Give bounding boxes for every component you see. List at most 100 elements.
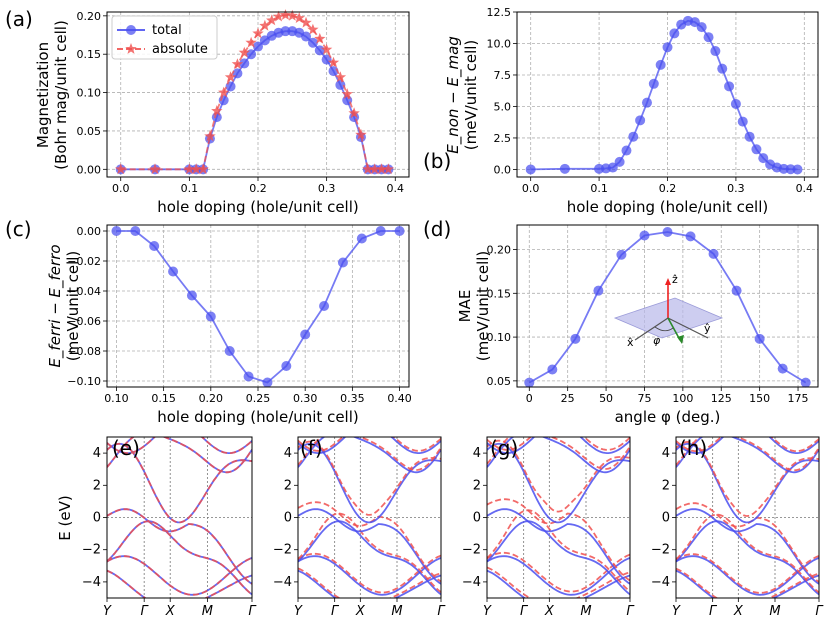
data-point [641,97,652,108]
series-line-energy [116,230,400,384]
data-point [337,257,348,268]
y-tick-label: 0.05 [77,125,102,138]
inset-phi-arc [654,326,674,332]
x-tick-label: 0.25 [246,392,271,405]
data-point-star [245,36,257,48]
band-spin-up [107,508,252,585]
data-point [614,156,625,167]
data-point [111,226,122,236]
data-point-star [348,107,360,119]
data-point-star [224,71,237,83]
data-point-star [375,163,388,175]
data-point [394,226,405,236]
y-tick-label: 0 [473,511,481,526]
data-point [356,233,367,244]
data-point-star [190,163,202,175]
data-point [130,226,141,236]
inset-m-arrow [667,317,681,341]
x-axis-label: angle φ (deg.) [615,408,721,426]
band-spin-up [487,442,630,524]
data-point-star [149,163,161,175]
data-point [300,329,311,340]
data-point-star [362,163,374,175]
data-point [710,46,721,57]
x-tick-label: 150 [749,392,770,405]
kpoint-label: Y [294,604,303,619]
y-axis-label-d: MAE (meV/unit cell) [456,251,492,362]
kpoint-label: Γ [331,604,340,619]
data-point [669,28,680,39]
panel-c: 0.10 0.15 0.20 0.25 0.30 0.35 0.40 0.00 −0.02 −0.… [5,217,412,426]
y-axis-label-line1: E_ferri − E_ferro [46,244,65,367]
band-spin-up [298,569,441,598]
bands [298,437,441,598]
axes-frame [516,224,819,388]
y-axis-label-line1: MAE [456,290,474,323]
panel-f: 420−2−4Y Γ X M Γ(f) [273,436,447,619]
y-axis-label-line1: E_non − E_mag [444,36,463,154]
axes-frame [106,436,253,599]
data-point [703,32,714,43]
data-point-star [300,16,312,28]
inset-m-arrowhead [677,335,684,344]
kpoint-label: Γ [248,604,257,619]
series-line-absolute [120,14,389,171]
band-spin-up [676,555,819,596]
legend-marker-total [126,25,136,35]
data-point-star [211,105,223,116]
data-point [375,226,386,236]
y-tick-label: 0.20 [77,10,102,23]
data-point [758,153,769,164]
panel-d: 0 25 50 75 100 125 150 175 0.05 0.10 0.15 0.20 angle… [423,217,819,426]
kpoint-label: Γ [709,604,718,619]
data-point [307,37,318,48]
inset-phi-label: φ [653,334,661,347]
data-point [731,285,742,296]
y-tick-label: 0 [662,511,670,526]
data-point [635,115,646,126]
y-axis-label-line2: (meV/unit cell) [474,251,492,362]
panel-label: (d) [423,217,451,241]
inset-x-label: x̂ [627,336,634,349]
legend-marker-absolute [125,43,137,54]
band-spin-down [676,437,819,453]
y-tick-label: 5.0 [494,100,512,113]
band-spin-up [676,569,819,598]
data-point [708,248,719,259]
y-tick-label: 4 [662,446,670,461]
kpoint-label: X [733,604,744,619]
data-point-star [115,163,127,175]
x-tick-label: 0.4 [796,182,814,195]
y-tick-label: 0.10 [487,331,512,344]
y-tick-label: −0.02 [67,255,101,268]
band-spin-down [676,502,819,583]
x-tick-label: 0.30 [293,392,318,405]
kpoint-label: M [202,604,213,619]
data-point [800,377,811,388]
y-axis-label: E (eV) [56,495,74,540]
data-point-star [334,71,347,83]
band-spin-down [298,437,441,471]
band-spin-up [487,437,630,474]
data-point [737,116,748,127]
data-point-star [259,19,271,31]
y-tick-label: 2 [93,478,101,493]
x-tick-label: 25 [561,392,575,405]
band-spin-down [107,555,252,596]
y-tick-label: 0 [284,511,292,526]
bands [487,437,630,598]
x-tick-label: 175 [788,392,809,405]
data-point [525,164,536,175]
data-point-star [238,46,250,58]
inset-z-arrowhead [665,278,671,285]
y-tick-label: 0.20 [487,244,512,257]
y-tick-label: 2.5 [494,132,512,145]
kpoint-label: Γ [815,604,824,619]
band-spin-up [107,555,252,596]
data-point-star [266,14,278,26]
data-point-star [355,128,367,140]
y-tick-label: −4 [273,575,292,590]
panel-label: (b) [423,149,451,173]
inset-y-label: ŷ [704,322,711,335]
band-spin-down [487,566,630,598]
